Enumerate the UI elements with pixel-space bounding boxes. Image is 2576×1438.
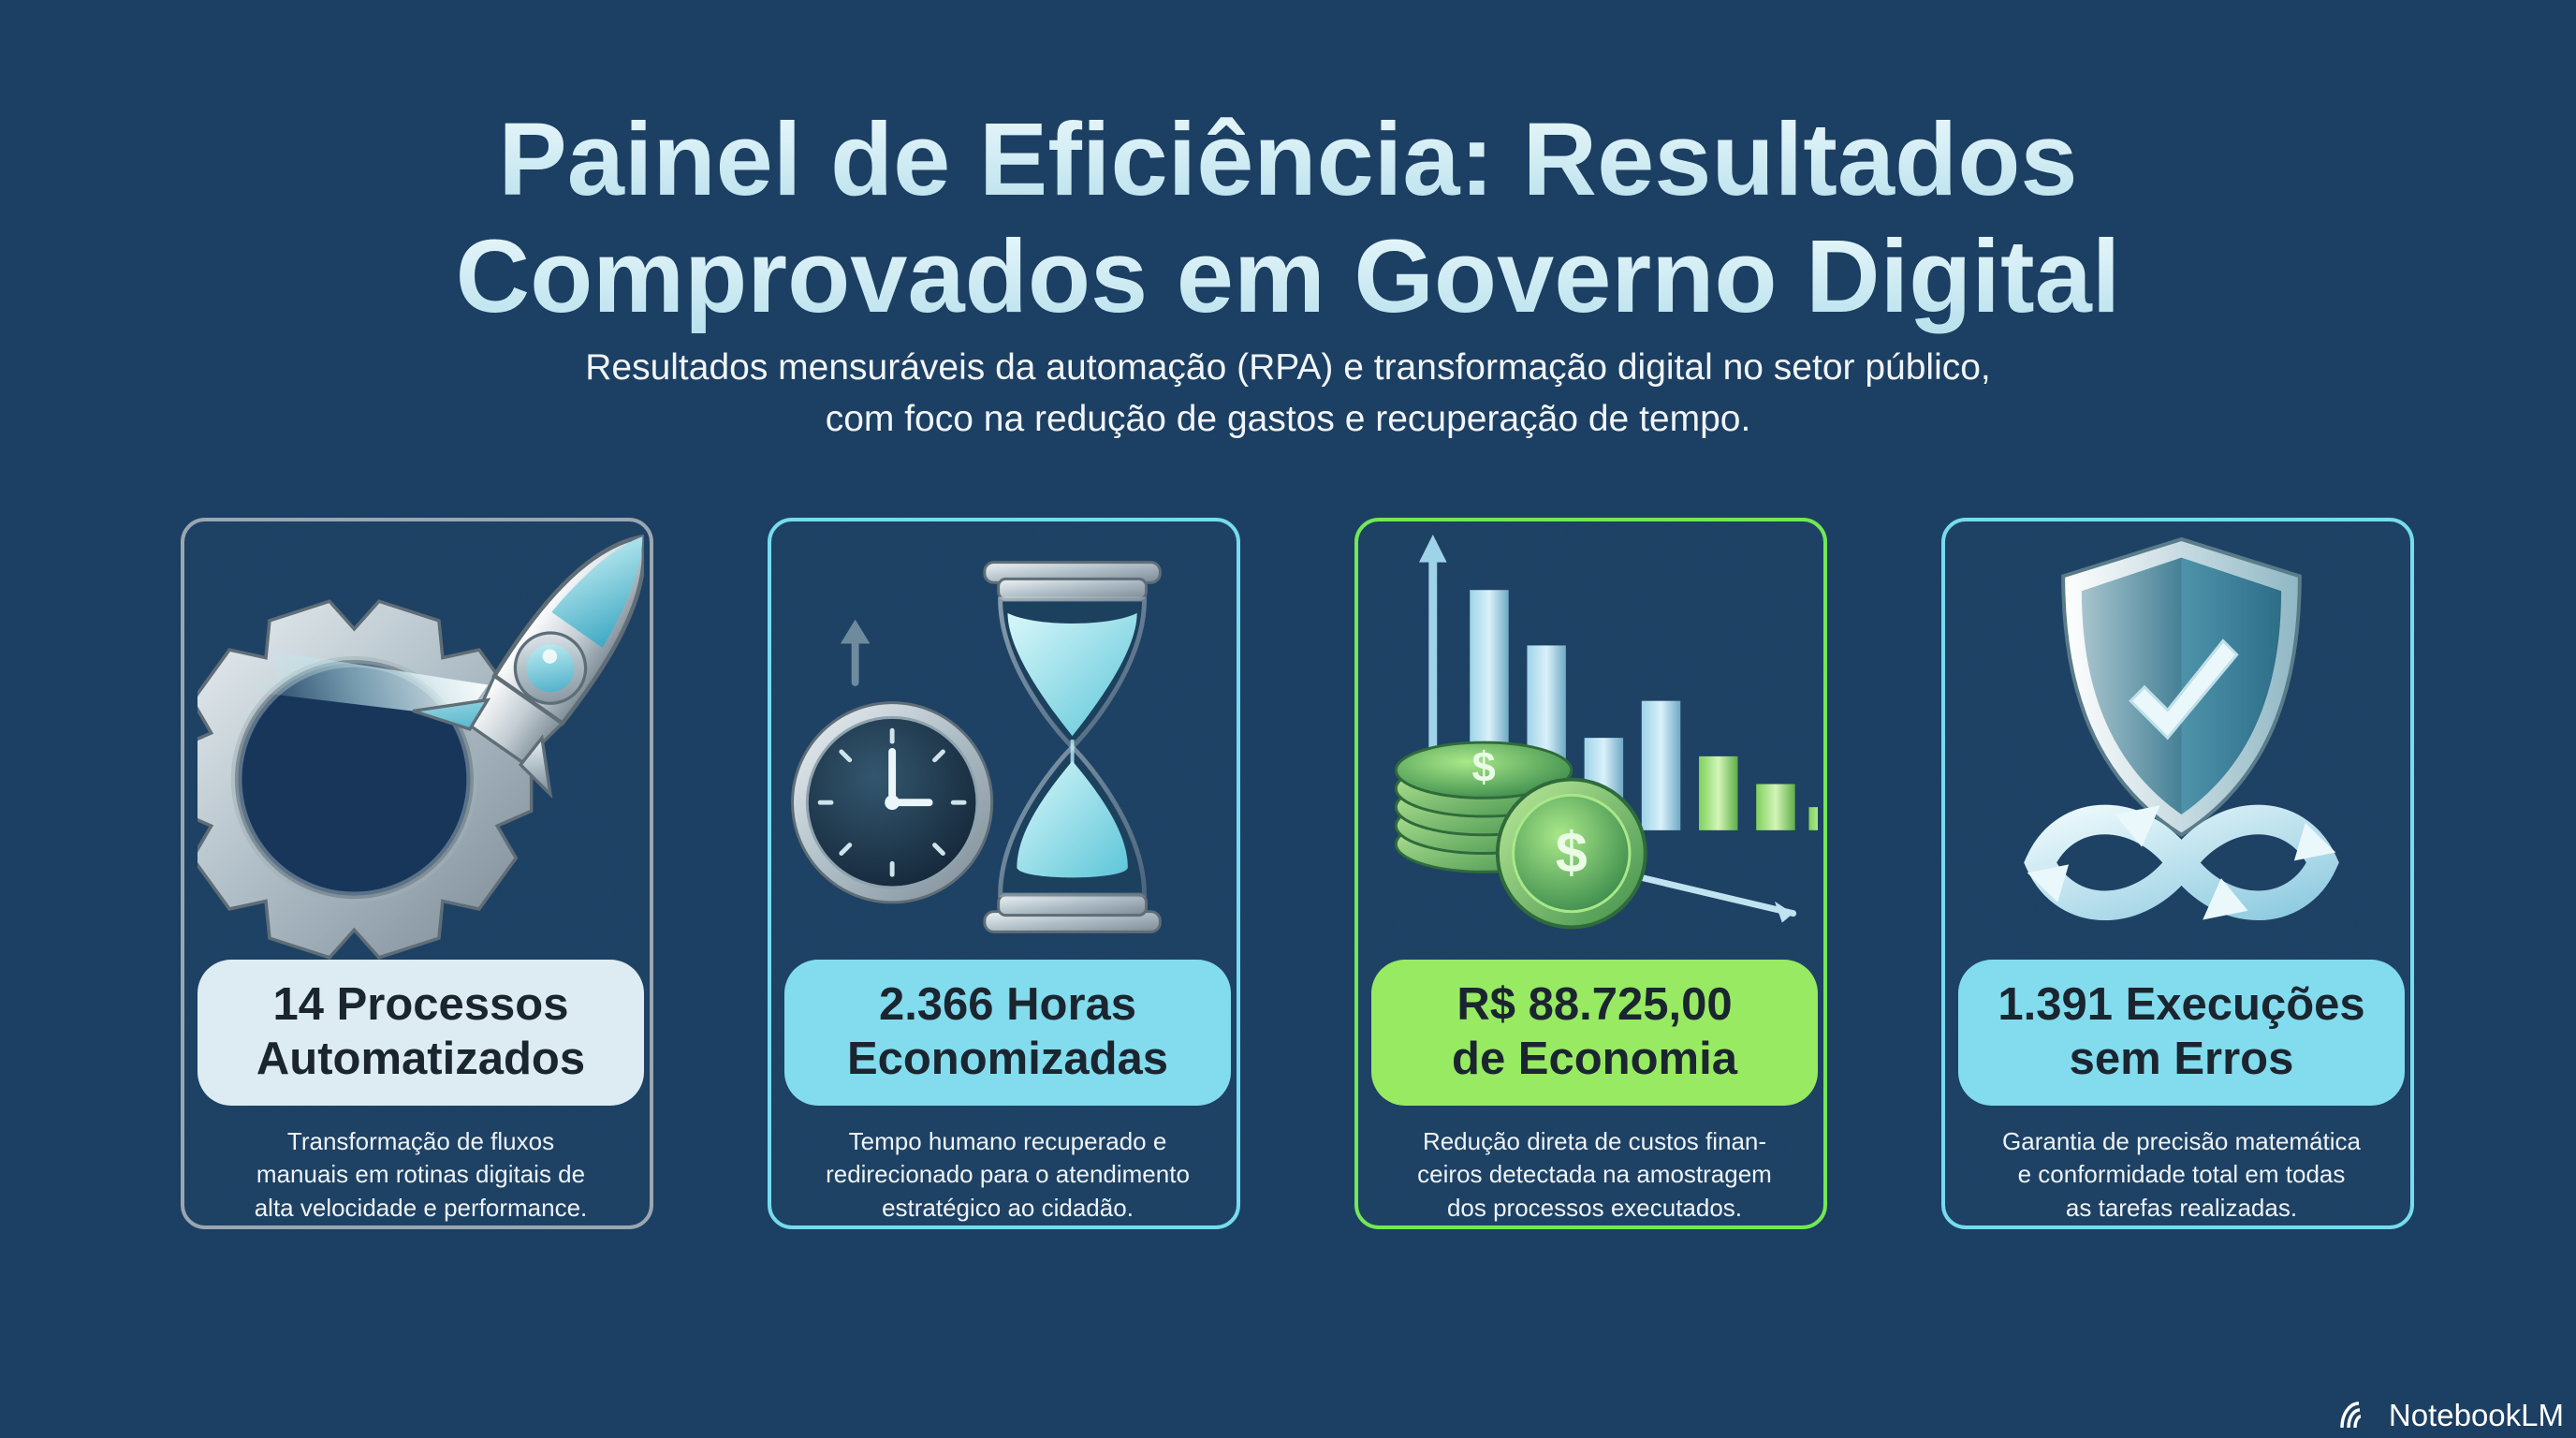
svg-text:$: $ [1556, 820, 1588, 884]
svg-text:$: $ [1471, 743, 1495, 791]
